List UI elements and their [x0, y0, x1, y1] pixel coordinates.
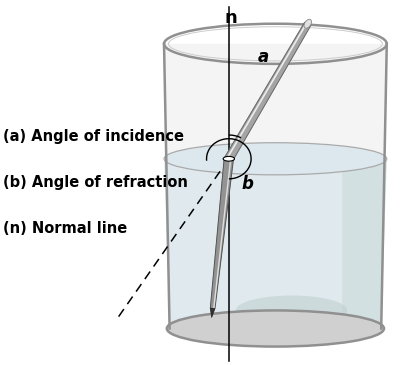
- Text: (a) Angle of incidence: (a) Angle of incidence: [3, 129, 184, 145]
- Ellipse shape: [304, 19, 311, 28]
- Text: n: n: [224, 9, 237, 27]
- Ellipse shape: [236, 296, 347, 325]
- Text: (b) Angle of refraction: (b) Angle of refraction: [3, 175, 188, 190]
- Polygon shape: [164, 159, 387, 328]
- Polygon shape: [210, 158, 233, 309]
- Polygon shape: [225, 22, 311, 161]
- Text: b: b: [241, 175, 253, 193]
- Ellipse shape: [223, 156, 234, 161]
- Polygon shape: [211, 158, 234, 309]
- Text: a: a: [258, 47, 269, 66]
- Ellipse shape: [167, 310, 384, 347]
- Polygon shape: [342, 159, 387, 328]
- Polygon shape: [164, 44, 387, 328]
- Text: (n) Normal line: (n) Normal line: [3, 220, 128, 236]
- Polygon shape: [225, 22, 311, 161]
- Polygon shape: [210, 158, 233, 309]
- Polygon shape: [225, 22, 311, 161]
- Polygon shape: [210, 308, 215, 318]
- Ellipse shape: [164, 143, 387, 175]
